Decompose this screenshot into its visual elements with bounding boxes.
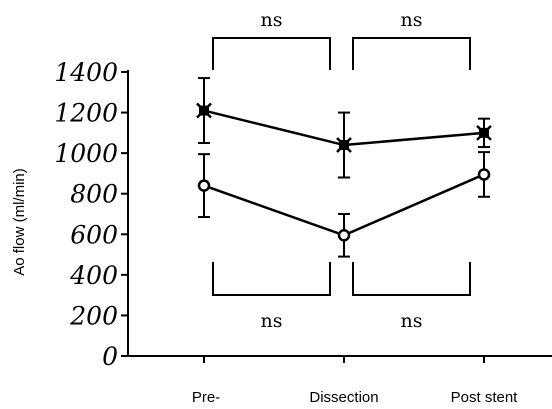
data-point-0-2 (476, 124, 492, 141)
ns-label-3: ns (401, 310, 423, 332)
axes: Pre- Dissection Post stent (127, 70, 552, 406)
x-category-label-0: Pre- (192, 389, 220, 406)
ns-bracket-line-0 (212, 37, 331, 70)
y-tick-label-200: 200 (69, 301, 118, 330)
data-point-1-0 (197, 179, 211, 192)
data-point-0-1 (336, 137, 352, 153)
y-tick-label-800: 800 (70, 180, 118, 209)
data-point-0-0 (196, 102, 212, 119)
ns-bracket-3: ns (352, 262, 471, 332)
x-category-label-1: Dissection (309, 389, 378, 406)
ns-label-2: ns (261, 310, 283, 332)
series-0 (196, 77, 492, 179)
ns-bracket-line-1 (352, 37, 471, 70)
y-tick-label-1200: 1200 (54, 99, 118, 128)
ns-bracket-0: ns (212, 9, 331, 70)
ns-bracket-line-2 (212, 262, 331, 296)
ns-bracket-2: ns (212, 262, 331, 332)
x-category-label-2: Post stent (451, 389, 519, 406)
y-tick-label-600: 600 (70, 220, 118, 249)
y-tick-label-1000: 1000 (54, 139, 118, 168)
y-tick-label-1400: 1400 (54, 58, 118, 87)
y-tick-label-0: 0 (102, 342, 118, 371)
y-ticks: 0 200 400 600 800 1000 1200 1400 (54, 58, 128, 371)
series-group (196, 77, 492, 258)
data-point-1-2 (477, 168, 491, 181)
data-point-marker-x2-0-1 (336, 137, 352, 153)
y-tick-label-400: 400 (69, 261, 118, 290)
data-point-1-1 (337, 229, 351, 242)
series-1 (197, 151, 491, 258)
ns-bracket-1: ns (352, 9, 471, 70)
ns-bracket-line-3 (352, 262, 471, 296)
ns-label-0: ns (261, 9, 283, 31)
significance-brackets: ns ns ns ns (212, 9, 471, 332)
data-point-marker-x2-0-0 (196, 102, 212, 119)
ns-label-1: ns (401, 9, 423, 31)
y-axis-title: Ao flow (ml/min) (11, 168, 28, 276)
data-point-marker-x2-0-2 (476, 124, 492, 141)
